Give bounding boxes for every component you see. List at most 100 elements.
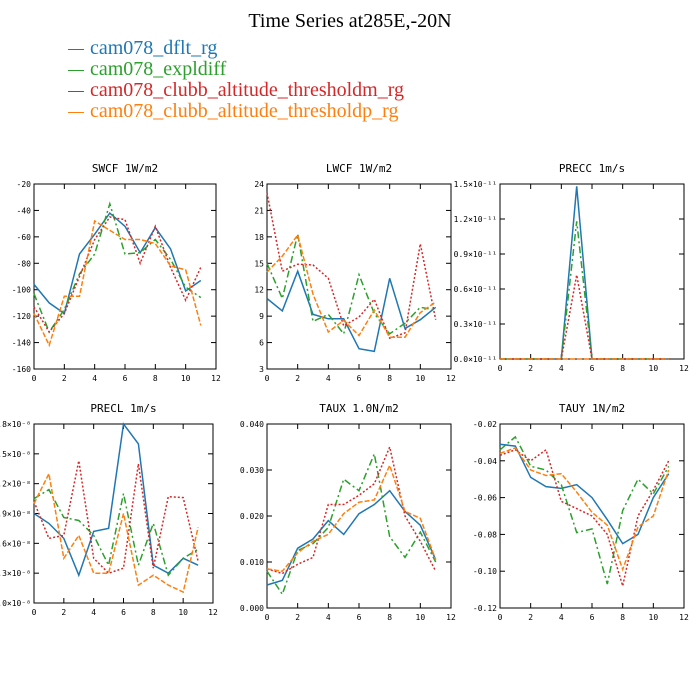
- series-line-1: [266, 269, 437, 353]
- x-tick-label: 12: [208, 608, 218, 617]
- y-tick-label: -80: [17, 259, 32, 268]
- legend-item-thresholdm: cam078_clubb_altitude_thresholdm_rg: [68, 80, 404, 101]
- x-tick-label: 8: [620, 364, 625, 373]
- y-tick-label: 1.5×10⁻⁸: [0, 450, 31, 459]
- series-line-2: [499, 435, 670, 585]
- x-tick-label: 10: [178, 608, 188, 617]
- x-tick-label: 2: [528, 364, 533, 373]
- y-tick-label: 1.2×10⁻¹¹: [454, 215, 497, 224]
- x-tick-label: 6: [123, 374, 128, 383]
- y-tick-label: 1.2×10⁻⁸: [0, 480, 31, 489]
- x-tick-label: 6: [357, 613, 362, 622]
- x-tick-label: 0: [498, 364, 503, 373]
- y-tick-label: 0.6×10⁻¹¹: [454, 285, 497, 294]
- series-line-1: [499, 443, 670, 545]
- y-tick-label: 3: [259, 365, 264, 374]
- legend-swatch: [68, 111, 84, 114]
- panel-title: TAUX 1.0N/m2: [319, 402, 398, 415]
- x-tick-label: 4: [326, 374, 331, 383]
- y-tick-label: 1.8×10⁻⁸: [0, 420, 31, 429]
- x-tick-label: 0: [498, 613, 503, 622]
- legend-swatch: [68, 69, 84, 72]
- series-line-2: [33, 201, 202, 334]
- y-tick-label: 21: [254, 206, 264, 215]
- y-tick-label: 0.020: [240, 512, 264, 521]
- y-tick-label: -20: [17, 180, 32, 189]
- series-line-3: [33, 216, 202, 334]
- y-tick-label: 12: [254, 286, 264, 295]
- series-line-2: [500, 221, 669, 360]
- y-tick-label: -40: [17, 206, 32, 215]
- x-tick-label: 6: [357, 374, 362, 383]
- legend-item-expldiff: cam078_expldiff: [68, 59, 404, 80]
- y-tick-label: 0.000: [240, 604, 264, 613]
- series-line-3: [499, 448, 670, 589]
- y-tick-label: 0.030: [240, 466, 264, 475]
- series-line-1: [33, 211, 202, 315]
- x-tick-label: 8: [387, 613, 392, 622]
- x-tick-label: 8: [151, 608, 156, 617]
- panel-title: PRECC 1m/s: [559, 162, 625, 175]
- y-tick-label: 6: [259, 339, 264, 348]
- x-tick-label: 0: [265, 613, 270, 622]
- y-tick-label: -60: [17, 233, 32, 242]
- y-tick-label: 1.5×10⁻¹¹: [454, 180, 497, 189]
- x-tick-label: 12: [211, 374, 221, 383]
- y-tick-label: 18: [254, 233, 264, 242]
- legend-item-thresholdp: cam078_clubb_altitude_thresholdp_rg: [68, 101, 404, 122]
- x-tick-label: 12: [679, 613, 689, 622]
- series-line-3: [33, 460, 199, 575]
- x-tick-label: 8: [620, 613, 625, 622]
- y-tick-label: 0.0×10⁻¹¹: [454, 355, 497, 364]
- x-tick-label: 4: [326, 613, 331, 622]
- y-tick-label: 0.9×10⁻¹¹: [454, 250, 497, 259]
- series-line-4: [266, 463, 437, 573]
- series-line-1: [33, 422, 199, 578]
- y-tick-label: -160: [12, 365, 31, 374]
- x-tick-label: 10: [649, 364, 659, 373]
- series-line-3: [266, 192, 437, 340]
- x-tick-label: 4: [91, 608, 96, 617]
- panel-title: TAUY 1N/m2: [559, 402, 625, 415]
- y-tick-label: 0.0×10⁻⁸: [0, 599, 31, 608]
- legend-label: cam078_dflt_rg: [90, 37, 218, 59]
- x-tick-label: 2: [295, 374, 300, 383]
- page-title: Time Series at285E,-20N: [248, 10, 452, 32]
- y-tick-label: 9: [259, 312, 264, 321]
- x-tick-label: 0: [32, 608, 37, 617]
- series-line-3: [266, 444, 437, 575]
- y-tick-label: 0.010: [240, 558, 264, 567]
- y-tick-label: -0.12: [473, 604, 497, 613]
- legend-label: cam078_expldiff: [90, 58, 227, 80]
- series-line-2: [266, 451, 437, 596]
- plot-frame: [33, 183, 217, 370]
- x-tick-label: 4: [92, 374, 97, 383]
- x-tick-label: 2: [295, 613, 300, 622]
- x-tick-label: 12: [446, 613, 456, 622]
- y-tick-label: 0.040: [240, 420, 264, 429]
- y-tick-label: -0.08: [473, 530, 497, 539]
- y-tick-label: -120: [12, 312, 31, 321]
- x-tick-label: 2: [61, 608, 66, 617]
- series-line-4: [266, 233, 437, 339]
- panel-title: SWCF 1W/m2: [92, 162, 158, 175]
- legend-item-dflt: cam078_dflt_rg: [68, 38, 404, 59]
- x-tick-label: 0: [265, 374, 270, 383]
- y-tick-label: 0.6×10⁻⁸: [0, 539, 31, 548]
- x-tick-label: 8: [387, 374, 392, 383]
- x-tick-label: 2: [62, 374, 67, 383]
- series-line-4: [499, 446, 670, 572]
- x-tick-label: 10: [416, 613, 426, 622]
- x-tick-label: 6: [590, 364, 595, 373]
- series-line-4: [33, 219, 202, 348]
- y-tick-label: 24: [254, 180, 264, 189]
- y-tick-label: -100: [12, 286, 31, 295]
- x-tick-label: 10: [416, 374, 426, 383]
- x-tick-label: 4: [559, 364, 564, 373]
- x-tick-label: 10: [181, 374, 191, 383]
- x-tick-label: 0: [32, 374, 37, 383]
- series-line-2: [33, 488, 199, 577]
- x-tick-label: 2: [528, 613, 533, 622]
- panel-title: LWCF 1W/m2: [326, 162, 392, 175]
- y-tick-label: -0.10: [473, 567, 497, 576]
